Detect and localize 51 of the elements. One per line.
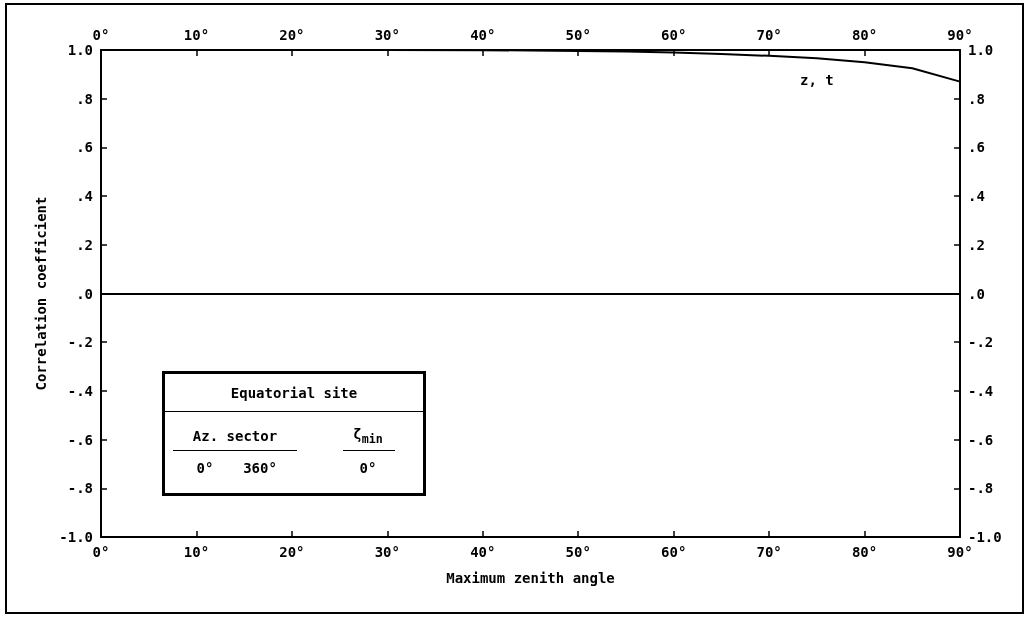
y2-tick-label: 1.0 — [968, 42, 994, 58]
y2-tick-label: .2 — [968, 236, 985, 253]
series-label: z, t — [799, 72, 834, 89]
y-tick-label: 1.0 — [67, 42, 93, 58]
x2-tick-label: 20° — [279, 27, 305, 43]
annotation: ζ$_{min}$ — [353, 426, 383, 446]
y2-tick-label: -1.0 — [968, 529, 1002, 545]
x-tick-label: 70° — [756, 544, 782, 560]
y2-tick-label: .4 — [968, 188, 985, 205]
y-tick-label: -1.0 — [59, 529, 93, 545]
x-tick-label: 10° — [183, 544, 210, 560]
y-tick-label: -.2 — [67, 334, 93, 351]
x-tick-label: 80° — [851, 544, 878, 560]
x-tick-label: 90° — [947, 544, 973, 560]
y2-tick-label: -.2 — [968, 334, 994, 351]
y2-tick-label: .0 — [968, 285, 985, 302]
annotation: Equatorial site — [230, 385, 358, 401]
x2-tick-label: 0° — [92, 27, 110, 43]
annotation: 0° — [196, 460, 214, 476]
annotation: 0° — [359, 460, 377, 476]
y-tick-label: -.6 — [67, 431, 93, 448]
y2-tick-label: .6 — [968, 139, 985, 156]
x-axis-title: Maximum zenith angle — [446, 570, 615, 586]
y-tick-label: -.4 — [67, 382, 93, 399]
x2-tick-label: 90° — [947, 27, 973, 43]
x-tick-label: 20° — [279, 544, 305, 560]
x2-tick-label: 80° — [851, 27, 878, 43]
x2-tick-label: 70° — [756, 27, 782, 43]
y2-tick-label: -.4 — [968, 382, 994, 399]
x2-tick-label: 30° — [374, 27, 400, 43]
y-tick-label: .0 — [76, 285, 93, 302]
annotation: Az. sector — [192, 428, 278, 444]
x2-tick-label: 60° — [661, 27, 687, 43]
y-tick-label: -.8 — [67, 480, 93, 497]
x-tick-label: 0° — [92, 544, 110, 560]
y-tick-label: .2 — [76, 236, 93, 253]
y2-tick-label: -.8 — [968, 480, 994, 497]
x2-tick-label: 10° — [183, 27, 210, 43]
y-tick-label: .4 — [76, 188, 93, 205]
y-tick-label: .6 — [76, 139, 93, 156]
y-tick-label: .8 — [76, 90, 93, 107]
x2-tick-label: 40° — [470, 27, 496, 43]
y-axis-title: Correlation coefficient — [33, 196, 50, 391]
x-tick-label: 30° — [374, 544, 400, 560]
x-tick-label: 50° — [565, 544, 591, 560]
y2-tick-label: -.6 — [968, 431, 994, 448]
x-tick-label: 40° — [470, 544, 496, 560]
y2-tick-label: .8 — [968, 90, 985, 107]
x2-tick-label: 50° — [565, 27, 591, 43]
x-tick-label: 60° — [661, 544, 687, 560]
annotation: 360° — [243, 460, 277, 476]
